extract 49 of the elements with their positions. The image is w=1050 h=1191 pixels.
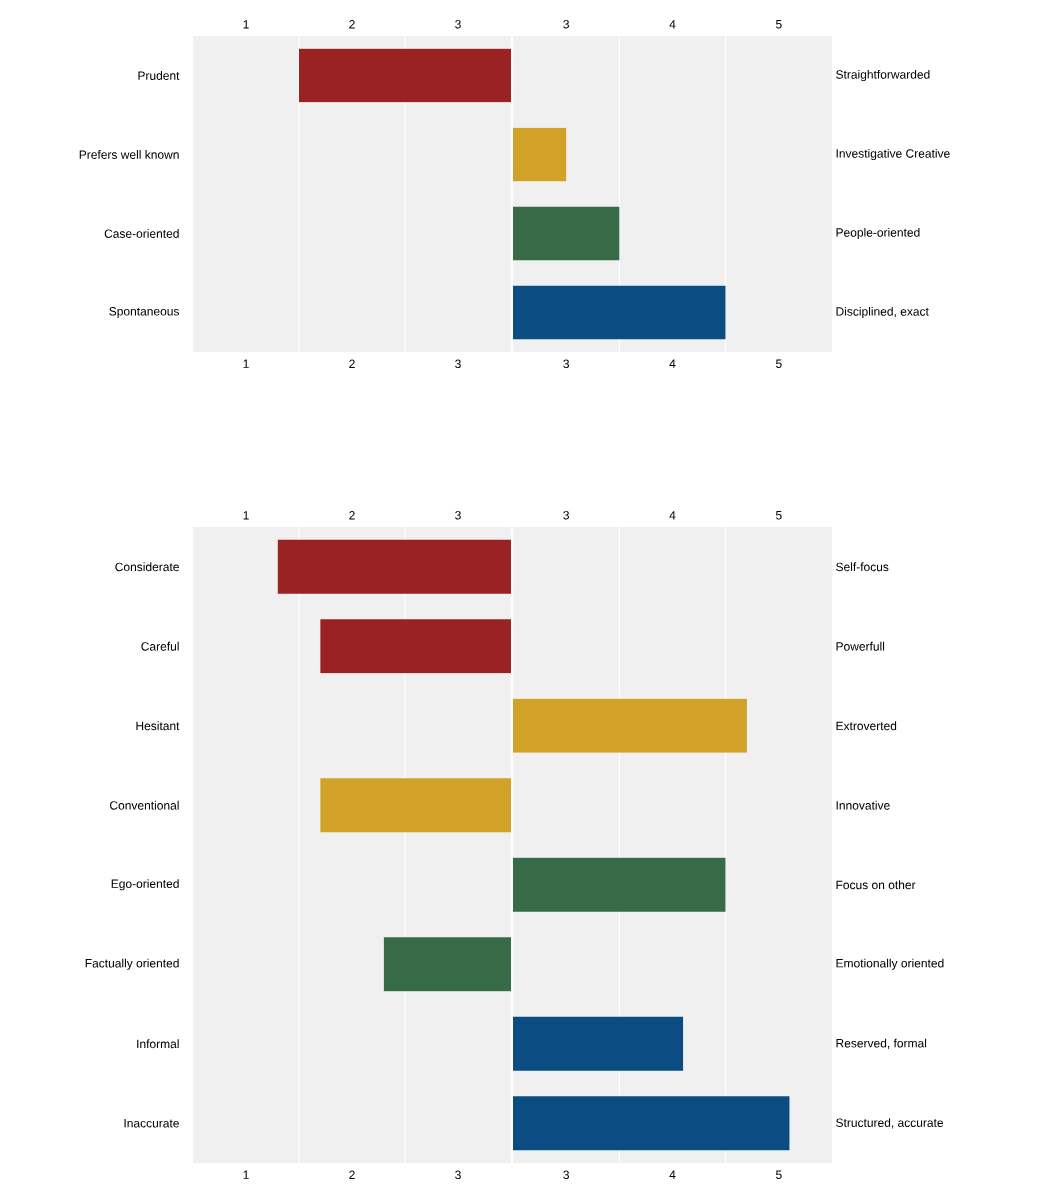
y-tick-label: Prefers well known <box>79 150 179 159</box>
y-tick-label: Innovative <box>836 800 890 810</box>
y-tick-label: Self-focus <box>836 562 889 572</box>
x2-tick-label: 5 <box>775 359 782 368</box>
y-tick-label: Hesitant <box>136 721 180 731</box>
bar <box>513 1016 684 1071</box>
x2-tick-label: 3 <box>455 359 461 369</box>
y-tick-label: Emotionally oriented <box>836 958 944 970</box>
y-tick-label: Inaccurate <box>124 1119 179 1128</box>
y-tick-label: Structured, accurate <box>836 1118 944 1129</box>
x-tick-label: 4 <box>669 20 676 29</box>
y-tick-label: Factually oriented <box>85 958 179 970</box>
bar <box>513 857 726 912</box>
y-tick-label: Reserved, formal <box>836 1038 927 1049</box>
x-tick-label: 3 <box>563 510 569 520</box>
x-tick-label: 5 <box>775 20 782 29</box>
x-tick-label: 3 <box>455 19 461 29</box>
x-tick-label: 5 <box>775 511 782 520</box>
y-tick-label: Investigative Creative <box>836 148 950 161</box>
bar <box>513 127 567 182</box>
x2-tick-label: 1 <box>243 359 249 368</box>
y-tick-label: People-oriented <box>836 227 920 240</box>
y-tick-label: Extroverted <box>836 721 897 731</box>
y-tick-label: Powerfull <box>836 641 885 651</box>
x-tick-label: 2 <box>349 20 355 29</box>
bar <box>513 285 726 340</box>
y-tick-label: Careful <box>141 641 179 651</box>
x2-tick-label: 4 <box>669 359 676 368</box>
x-tick-label: 3 <box>563 19 569 29</box>
y-tick-label: Focus on other <box>836 880 916 890</box>
x-tick-label: 1 <box>243 1170 249 1179</box>
x-tick-label: 2 <box>349 1170 355 1179</box>
y-tick-label: Considerate <box>115 562 179 572</box>
x-tick-label: 3 <box>455 1170 461 1180</box>
bar <box>513 698 747 753</box>
x-tick-label: 4 <box>669 511 676 520</box>
y-tick-label: Case-oriented <box>104 229 179 238</box>
y-tick-label: Ego-oriented <box>111 879 179 891</box>
y-tick-label: Straightforwarded <box>836 69 930 82</box>
bar <box>513 1096 790 1151</box>
y-tick-label: Disciplined, exact <box>836 306 929 319</box>
x-tick-label: 1 <box>243 20 249 29</box>
y-tick-label: Spontaneous <box>109 307 180 318</box>
y-tick-label: Conventional <box>110 800 179 810</box>
y-tick-label: Prudent <box>138 71 180 80</box>
x2-tick-label: 3 <box>563 359 569 369</box>
y-tick-label: Informal <box>137 1039 179 1049</box>
bar <box>513 206 620 261</box>
x2-tick-label: 2 <box>349 359 355 368</box>
